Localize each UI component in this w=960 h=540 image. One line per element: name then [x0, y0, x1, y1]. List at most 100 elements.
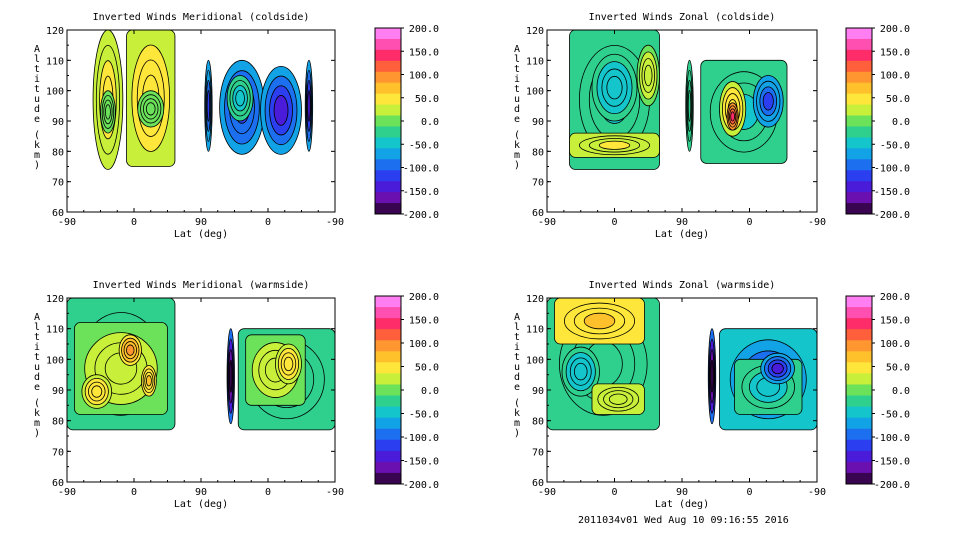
colorbar-swatch	[375, 373, 401, 385]
colorbar-label: 150.0	[880, 316, 910, 327]
colorbar-label: 100.0	[880, 339, 910, 350]
colorbar-swatch	[375, 49, 401, 62]
colorbar-swatch	[846, 439, 872, 452]
colorbar-label: -100.0	[874, 164, 910, 175]
y-tick-label: 60	[52, 478, 64, 489]
colorbar-swatch	[846, 395, 872, 408]
colorbar-swatch	[375, 362, 401, 374]
y-tick-label: 80	[52, 147, 64, 158]
contour-band	[229, 359, 233, 393]
panel-3: 60 70 80 90 100 110 120 -90 0 90 0 -90 Inverted Wind…	[34, 280, 439, 510]
colorbar-swatch	[375, 461, 401, 474]
colorbar-swatch	[375, 296, 401, 308]
y-tick-label: 80	[532, 147, 544, 158]
y-tick-label: 80	[52, 417, 64, 428]
colorbar-label: -200.0	[403, 210, 439, 221]
colorbar-swatch	[846, 93, 872, 106]
colorbar-swatch	[375, 472, 401, 485]
colorbar-swatch	[375, 307, 401, 319]
colorbar: 200.0 150.0 100.0 50.0 0.0 -50.0 -100.0 -150.0 -…	[374, 292, 439, 491]
colorbar-swatch	[846, 384, 872, 397]
colorbar-label: 0.0	[892, 117, 910, 128]
colorbar-swatch	[375, 148, 401, 160]
colorbar-swatch	[375, 192, 401, 204]
contour-band	[283, 356, 294, 372]
colorbar-swatch	[375, 395, 401, 408]
colorbar-swatch	[846, 307, 872, 319]
colorbar-swatch	[375, 450, 401, 463]
colorbar-label: -100.0	[403, 433, 439, 444]
colorbar-swatch	[375, 137, 401, 149]
x-tick-label: 0	[265, 217, 271, 228]
colorbar-label: 100.0	[409, 71, 439, 82]
colorbar-swatch	[846, 461, 872, 474]
colorbar-swatch	[846, 428, 872, 441]
colorbar-label: 150.0	[409, 316, 439, 327]
colorbar-swatch	[846, 203, 872, 215]
colorbar-swatch	[846, 28, 872, 40]
contour-band	[573, 362, 588, 381]
x-tick-label: 90	[676, 217, 688, 228]
colorbar-label: 100.0	[409, 339, 439, 350]
x-tick-label: -90	[58, 487, 76, 498]
colorbar-swatch	[375, 159, 401, 171]
colorbar: 200.0 150.0 100.0 50.0 0.0 -50.0 -100.0 -150.0 -…	[374, 24, 439, 221]
colorbar-swatch	[846, 148, 872, 160]
x-axis-label: Lat (deg)	[174, 499, 228, 510]
colorbar-swatch	[846, 71, 872, 84]
contour-band	[598, 140, 631, 150]
contour-band	[762, 92, 774, 111]
colorbar-label: -50.0	[409, 140, 439, 151]
contour-fills	[547, 298, 817, 431]
chart-title: Inverted Winds Meridional (coldside)	[93, 12, 310, 23]
colorbar-swatch	[846, 60, 872, 73]
colorbar-swatch	[375, 93, 401, 106]
y-tick-label: 120	[526, 294, 544, 305]
colorbar-label: 150.0	[409, 47, 439, 58]
x-tick-label: -90	[808, 217, 826, 228]
colorbar-label: 150.0	[880, 47, 910, 58]
panel-2: 60 70 80 90 100 110 120 -90 0 90 0 -90 Inverted Wind…	[514, 12, 910, 240]
contour-band	[608, 393, 628, 405]
x-tick-label: 90	[195, 487, 207, 498]
colorbar-swatch	[375, 351, 401, 363]
colorbar-swatch	[846, 373, 872, 385]
colorbar-swatch	[375, 38, 401, 51]
y-tick-label: 70	[532, 447, 544, 458]
contour-band	[771, 362, 784, 375]
contour-band	[583, 312, 616, 330]
x-axis-label: Lat (deg)	[174, 229, 228, 240]
contour-band	[644, 64, 653, 87]
x-tick-label: 0	[746, 217, 752, 228]
panel-4: 60 70 80 90 100 110 120 -90 0 90 0 -90 Inverted Wind…	[514, 280, 910, 510]
contour-band	[206, 89, 211, 122]
y-tick-label: 60	[52, 208, 64, 219]
colorbar-swatch	[846, 38, 872, 51]
colorbar-label: -150.0	[874, 187, 910, 198]
colorbar-swatch	[846, 126, 872, 138]
colorbar-label: 50.0	[886, 363, 910, 374]
contour-band	[730, 111, 735, 122]
y-tick-label: 60	[532, 478, 544, 489]
colorbar-label: 200.0	[880, 292, 910, 303]
colorbar-label: -50.0	[880, 140, 910, 151]
y-tick-label: 60	[532, 208, 544, 219]
y-tick-label: 110	[46, 56, 64, 67]
y-tick-label: 110	[526, 56, 544, 67]
x-tick-label: 0	[131, 487, 137, 498]
x-tick-label: 0	[611, 217, 617, 228]
colorbar-swatch	[375, 104, 401, 117]
colorbar-swatch	[846, 450, 872, 463]
colorbar-swatch	[375, 71, 401, 84]
y-tick-label: 100	[526, 87, 544, 98]
y-tick-label: 110	[526, 325, 544, 336]
colorbar-swatch	[846, 329, 872, 341]
panel-1: 60 70 80 90 100 110 120 -90 0 90 0 -90 Inverted Wind…	[34, 12, 439, 240]
colorbar-swatch	[846, 340, 872, 352]
chart-title: Inverted Winds Meridional (warmside)	[93, 280, 310, 291]
contour-band	[145, 375, 152, 387]
contour-band	[105, 104, 111, 120]
colorbar-swatch	[375, 82, 401, 95]
